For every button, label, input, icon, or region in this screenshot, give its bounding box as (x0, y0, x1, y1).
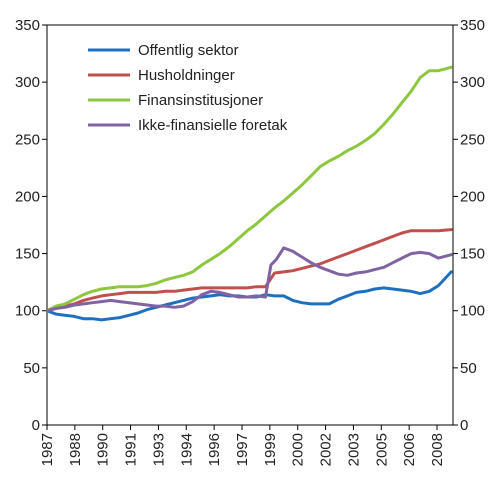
y-tick-label-right: 200 (460, 188, 485, 205)
x-tick-label: 2002 (318, 433, 335, 466)
x-tick-label: 1988 (67, 433, 84, 466)
x-tick-label: 2005 (373, 433, 390, 466)
x-tick-label: 1990 (95, 433, 112, 466)
legend-label-2: Husholdninger (138, 67, 235, 84)
y-tick-label-left: 50 (23, 360, 40, 377)
x-tick-label: 1987 (39, 433, 56, 466)
y-tick-label-left: 0 (32, 417, 40, 434)
x-tick-label: 1994 (178, 433, 195, 466)
legend-label-3: Finansinstitusjoner (138, 92, 263, 109)
x-tick-label: 1991 (123, 433, 140, 466)
y-tick-label-right: 0 (460, 417, 468, 434)
axes: 0 50 100 150 200 250 300 350 0 50 100 150 200 250 300 3… (15, 17, 485, 466)
series-lines (45, 65, 453, 322)
y-tick-label-left: 200 (15, 188, 40, 205)
x-tick-label: 2006 (401, 433, 418, 466)
y-tick-label-right: 350 (460, 17, 485, 34)
y-tick-label-left: 300 (15, 74, 40, 91)
x-tick-label: 2003 (345, 433, 362, 466)
plot-frame (46, 24, 454, 426)
x-tick-label: 1996 (206, 433, 223, 466)
y-tick-label-left: 350 (15, 17, 40, 34)
series-line-3 (45, 65, 453, 313)
series-line-4 (45, 246, 453, 313)
y-tick-label-right: 50 (460, 360, 477, 377)
y-tick-label-right: 300 (460, 74, 485, 91)
legend-label-4: Ikke-finansielle foretak (138, 117, 288, 134)
y-tick-label-right: 250 (460, 131, 485, 148)
x-tick-label: 1993 (150, 433, 167, 466)
x-tick-label: 2008 (429, 433, 446, 466)
y-tick-label-left: 250 (15, 131, 40, 148)
legend-label-1: Offentlig sektor (138, 42, 239, 59)
y-tick-label-left: 100 (15, 303, 40, 320)
y-tick-label-right: 150 (460, 246, 485, 263)
x-tick-label: 1997 (234, 433, 251, 466)
x-tick-label: 1999 (262, 433, 279, 466)
y-tick-label-right: 100 (460, 303, 485, 320)
legend: Offentlig sektor Husholdninger Finansinsti… (88, 42, 288, 134)
series-line-2 (45, 228, 453, 313)
y-tick-label-left: 150 (15, 246, 40, 263)
x-tick-label: 2000 (290, 433, 307, 466)
